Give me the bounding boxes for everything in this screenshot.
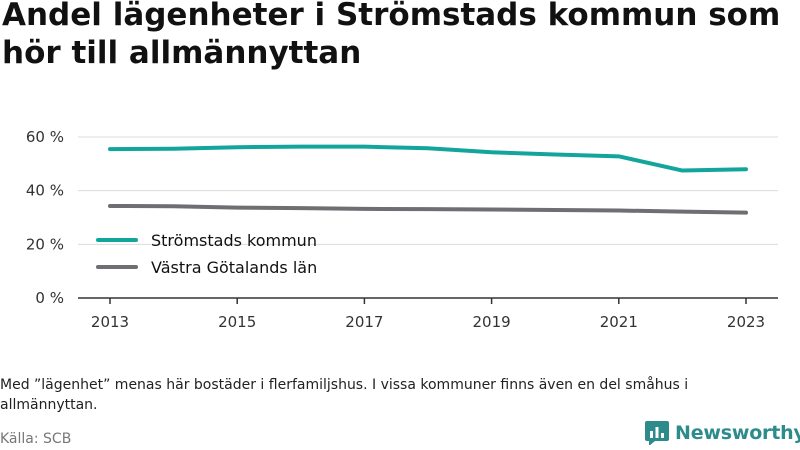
legend-label: Strömstads kommun xyxy=(151,231,317,250)
source-label: Källa: SCB xyxy=(0,431,72,447)
y-tick-label: 0 % xyxy=(35,289,64,307)
x-tick-label: 2021 xyxy=(600,313,638,331)
y-tick-label: 40 % xyxy=(26,182,64,200)
bar-chart-logo-icon xyxy=(645,421,669,445)
grid-layer xyxy=(78,136,778,245)
chart-title: Andel lägenheter i Strömstads kommun som… xyxy=(2,0,781,71)
x-tick-label: 2023 xyxy=(727,313,765,331)
legend-label: Västra Götalands län xyxy=(151,258,317,277)
x-tick-label: 2019 xyxy=(473,313,511,331)
series-layer xyxy=(108,144,748,215)
legend: Strömstads kommun Västra Götalands län xyxy=(96,231,317,277)
brand-name: Newsworthy xyxy=(675,422,800,444)
series-line-1 xyxy=(108,144,748,173)
series-line-2 xyxy=(108,203,748,215)
x-tick-label: 2015 xyxy=(218,313,256,331)
axis-layer: 0 % 20 % 40 % 60 % 2013 2015 2017 2019 2021 2023 xyxy=(26,128,778,331)
brand-logo[interactable]: Newsworthy xyxy=(645,420,800,446)
x-tick-label: 2017 xyxy=(345,313,383,331)
x-tick-label: 2013 xyxy=(91,313,129,331)
y-tick-label: 20 % xyxy=(26,235,64,253)
chart-note: Med ”lägenhet” menas här bostäder i fler… xyxy=(0,377,689,413)
y-tick-label: 60 % xyxy=(26,128,64,146)
line-chart: 0 %20 %40 %60 %2013 2015 2017 2019 2021 2023 … xyxy=(26,128,778,331)
